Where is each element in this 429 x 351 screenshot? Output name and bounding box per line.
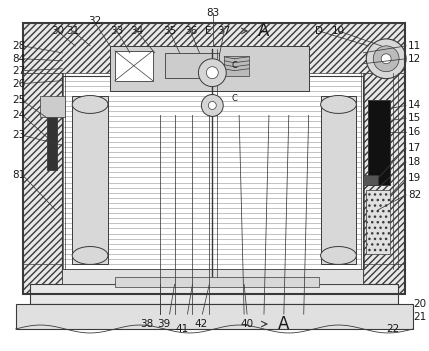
Bar — [363, 175, 378, 185]
Circle shape — [206, 67, 218, 79]
Text: 84: 84 — [12, 54, 26, 64]
Text: D: D — [314, 26, 323, 36]
Text: 24: 24 — [12, 111, 26, 120]
Text: 25: 25 — [12, 95, 26, 106]
Circle shape — [366, 39, 406, 79]
Circle shape — [198, 59, 226, 87]
Text: 19: 19 — [408, 173, 421, 183]
Text: 82: 82 — [408, 190, 421, 200]
Text: 34: 34 — [130, 26, 143, 36]
Circle shape — [201, 94, 223, 117]
Text: 41: 41 — [176, 324, 189, 334]
Ellipse shape — [320, 246, 356, 264]
Text: 83: 83 — [207, 8, 220, 18]
Bar — [23, 23, 405, 73]
Text: E: E — [205, 26, 211, 36]
Text: 31: 31 — [66, 26, 80, 36]
Bar — [366, 190, 390, 254]
Text: 27: 27 — [12, 66, 26, 76]
Bar — [110, 46, 309, 91]
Text: 20: 20 — [413, 299, 426, 309]
Text: 26: 26 — [12, 79, 26, 88]
Text: 17: 17 — [408, 143, 421, 153]
Bar — [15, 304, 413, 329]
Text: 38: 38 — [140, 319, 153, 329]
Bar — [23, 73, 62, 294]
Text: 21: 21 — [413, 312, 426, 322]
Text: 81: 81 — [12, 170, 26, 180]
Ellipse shape — [72, 95, 108, 113]
Text: 42: 42 — [195, 319, 208, 329]
Bar — [224, 56, 249, 76]
Bar — [23, 264, 405, 294]
Text: 18: 18 — [408, 157, 421, 167]
Bar — [23, 23, 405, 294]
Text: 28: 28 — [12, 41, 26, 51]
Text: 37: 37 — [218, 26, 231, 36]
Text: 40: 40 — [241, 319, 254, 329]
Circle shape — [373, 46, 399, 72]
Text: 39: 39 — [157, 319, 170, 329]
Text: C: C — [231, 94, 237, 103]
Text: A: A — [278, 315, 290, 333]
Text: 11: 11 — [408, 41, 421, 51]
Bar — [115, 51, 153, 81]
Bar — [320, 95, 356, 264]
Bar — [47, 111, 57, 170]
Text: 33: 33 — [110, 26, 124, 36]
Bar — [363, 73, 405, 294]
Bar — [72, 95, 108, 264]
Text: 22: 22 — [387, 324, 400, 334]
Ellipse shape — [72, 246, 108, 264]
Bar — [368, 100, 390, 185]
Bar — [115, 277, 319, 287]
Circle shape — [381, 54, 391, 64]
Bar — [30, 284, 398, 304]
Text: 23: 23 — [12, 130, 26, 140]
Text: 12: 12 — [408, 54, 421, 64]
Bar — [40, 95, 65, 117]
Text: 36: 36 — [184, 26, 197, 36]
Text: 32: 32 — [88, 16, 102, 26]
Circle shape — [208, 101, 216, 110]
Bar — [165, 53, 219, 78]
Text: 14: 14 — [408, 100, 421, 111]
Text: 15: 15 — [408, 113, 421, 123]
Text: 35: 35 — [163, 26, 176, 36]
Ellipse shape — [320, 95, 356, 113]
Text: 30: 30 — [51, 26, 64, 36]
Text: A: A — [258, 22, 270, 40]
Bar — [62, 76, 363, 279]
Text: 16: 16 — [408, 127, 421, 137]
Text: 10: 10 — [332, 26, 345, 36]
Bar — [62, 269, 363, 284]
Text: C: C — [231, 61, 237, 70]
